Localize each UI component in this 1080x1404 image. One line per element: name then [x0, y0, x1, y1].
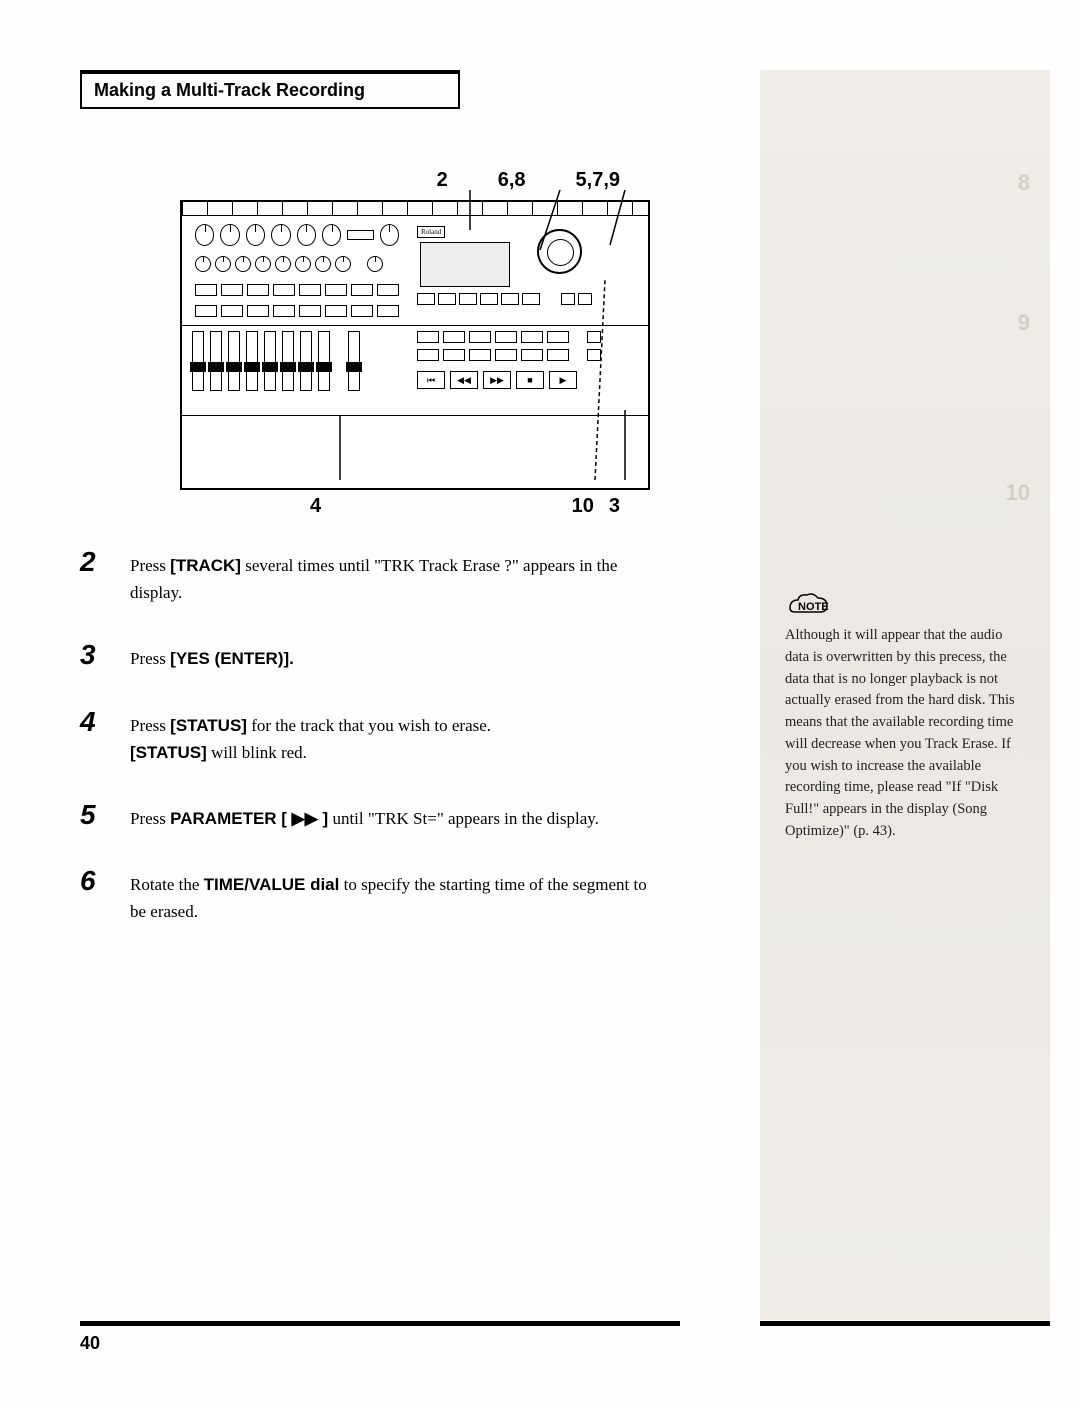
step-6: 6 Rotate the TIME/VALUE dial to specify …: [80, 867, 650, 925]
callout-68: 6,8: [498, 169, 526, 192]
step-number: 2: [80, 548, 130, 576]
callout-3: 3: [609, 495, 620, 518]
page-number: 40: [80, 1333, 100, 1354]
step-text: Press [TRACK] several times until "TRK T…: [130, 548, 650, 606]
step-4: 4 Press [STATUS] for the track that you …: [80, 708, 650, 766]
step-5: 5 Press PARAMETER [ ▶▶ ] until "TRK St="…: [80, 801, 650, 832]
section-title: Making a Multi-Track Recording: [94, 80, 446, 101]
diagram-top-callouts: 2 6,8 5,7,9: [180, 169, 650, 192]
step-3: 3 Press [YES (ENTER)].: [80, 641, 650, 672]
callout-579: 5,7,9: [576, 169, 620, 192]
step-number: 5: [80, 801, 130, 829]
page-bottom-rule: [80, 1321, 680, 1326]
step-number: 6: [80, 867, 130, 895]
callout-4: 4: [310, 495, 321, 518]
device-diagram: Roland: [180, 200, 650, 518]
step-text: Press PARAMETER [ ▶▶ ] until "TRK St=" a…: [130, 801, 599, 832]
sidebar-bottom-rule: [760, 1321, 1050, 1326]
callout-2: 2: [437, 169, 448, 192]
step-number: 3: [80, 641, 130, 669]
step-2: 2 Press [TRACK] several times until "TRK…: [80, 548, 650, 606]
section-title-box: Making a Multi-Track Recording: [80, 70, 460, 109]
step-text: Press [YES (ENTER)].: [130, 641, 294, 672]
step-text: Rotate the TIME/VALUE dial to specify th…: [130, 867, 650, 925]
callout-10: 10: [572, 495, 594, 518]
step-number: 4: [80, 708, 130, 736]
brand-label: Roland: [417, 226, 445, 238]
step-text: Press [STATUS] for the track that you wi…: [130, 708, 491, 766]
steps-list: 2 Press [TRACK] several times until "TRK…: [80, 548, 650, 926]
